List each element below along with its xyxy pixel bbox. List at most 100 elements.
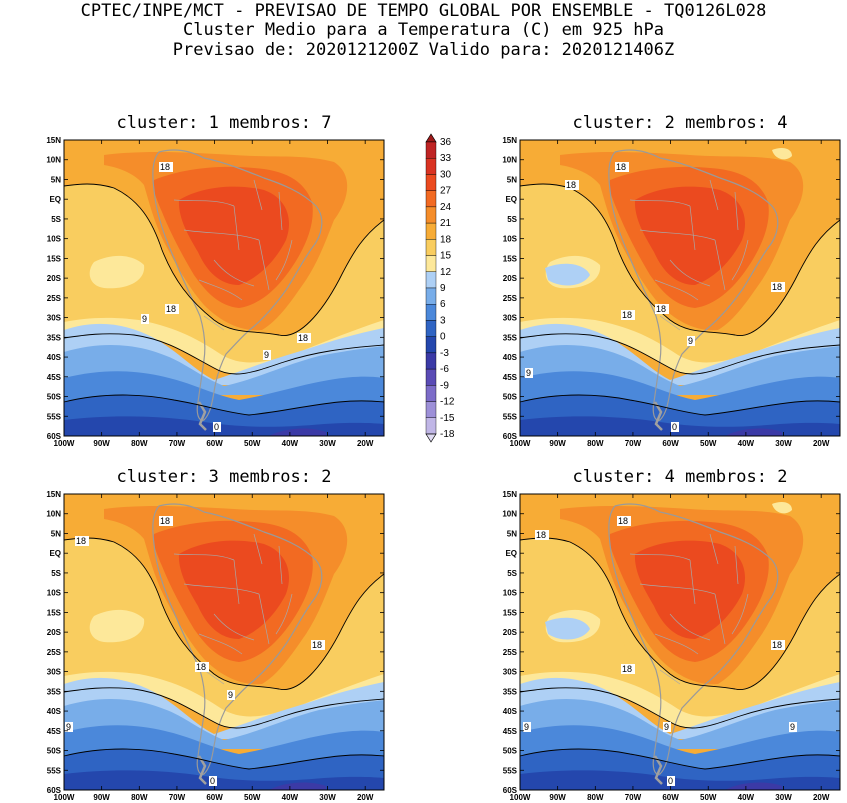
- lat-tick-label: 5N: [51, 529, 61, 538]
- contour-label-box: [621, 664, 635, 674]
- colorbar-label: 9: [440, 283, 446, 294]
- lat-tick-label: 40S: [503, 353, 518, 362]
- panel-1-border: [258, 239, 270, 291]
- lat-tick-label: 45S: [47, 373, 62, 382]
- panel-1-contour-18: [63, 183, 385, 336]
- lon-tick-label: 40W: [282, 793, 299, 802]
- lat-tick-label: 25S: [503, 294, 518, 303]
- colorbar-swatch: [425, 206, 437, 224]
- panel-2-contour-label: 0: [671, 422, 679, 432]
- colorbar-label: -3: [440, 348, 449, 359]
- lat-tick-label: 15N: [46, 136, 61, 145]
- lon-tick-label: 100W: [510, 793, 531, 802]
- panel-2-coastline: [608, 149, 779, 421]
- lat-tick-label: 10S: [47, 235, 62, 244]
- panel-2-border: [659, 315, 681, 331]
- panel-2-contour-label: 18: [621, 310, 635, 320]
- panel-4-fill-c27: [634, 540, 746, 639]
- panel-3-border: [253, 533, 263, 565]
- panel-3-border: [173, 553, 235, 561]
- panel-2-contour-9: [519, 333, 841, 375]
- contour-label-box: [311, 640, 325, 650]
- panel-4-border: [629, 553, 691, 561]
- lon-tick-label: 30W: [319, 793, 336, 802]
- panel-2-frame: [519, 139, 841, 437]
- panel-4-patagonia-islands: [653, 755, 663, 785]
- lat-tick-label: EQ: [49, 195, 61, 204]
- contour-label-text: 9: [688, 336, 693, 346]
- panel-1-border: [213, 259, 255, 287]
- lat-tick-label: 25S: [47, 294, 62, 303]
- contour-label-text: 18: [160, 162, 170, 172]
- contour-label-box: [621, 310, 635, 320]
- lat-tick-label: 10N: [46, 510, 61, 519]
- contour-label-text: 9: [142, 314, 147, 324]
- contour-label-box: [789, 722, 797, 732]
- panel-3-fill-c27: [178, 540, 290, 639]
- panel-3-contour-18: [63, 537, 385, 690]
- lat-tick-label: 30S: [503, 668, 518, 677]
- lat-tick-label: 5S: [507, 215, 517, 224]
- lon-tick-label: 80W: [587, 439, 604, 448]
- colorbar-arrow-bottom: [425, 433, 437, 443]
- lat-tick-label: 50S: [503, 747, 518, 756]
- panel-1-fill-c15: [154, 250, 182, 311]
- colorbar-swatch: [425, 174, 437, 191]
- contour-label-text: 9: [524, 722, 529, 732]
- panel-2-contour-label: 18: [771, 282, 785, 292]
- panel-1-contour-label: 9: [263, 350, 271, 360]
- colorbar-swatch: [425, 368, 437, 386]
- lon-tick-label: 100W: [510, 439, 531, 448]
- figure-title-line3: Previsao de: 2020121200Z Valido para: 20…: [172, 40, 675, 60]
- panel-2-contour-label: 9: [687, 336, 695, 346]
- panel-1-contour-label: 18: [159, 162, 173, 172]
- panel-1-title: cluster: 1 membros: 7: [116, 113, 332, 133]
- panel-4-contour-label: 9: [663, 722, 671, 732]
- panel-2-title: cluster: 2 membros: 4: [572, 113, 788, 133]
- colorbar-label: 12: [440, 267, 452, 278]
- lon-tick-label: 70W: [625, 439, 642, 448]
- colorbar-label: 3: [440, 315, 446, 326]
- colorbar-swatch: [425, 287, 437, 305]
- figure-title-line2: Cluster Medio para a Temperatura (C) em …: [182, 20, 665, 40]
- colorbar-swatch: [425, 304, 437, 321]
- contour-label-box: [209, 776, 217, 786]
- panel-3-coastline: [152, 503, 323, 775]
- panel-3-border: [183, 583, 260, 595]
- panel-4-border: [731, 593, 749, 635]
- lat-tick-label: 40S: [503, 707, 518, 716]
- lon-tick-label: 60W: [206, 439, 223, 448]
- contour-label-text: 0: [668, 776, 673, 786]
- panel-2-contour-label: 9: [525, 368, 533, 378]
- panel-1-border: [233, 205, 240, 251]
- colorbar-label: 15: [440, 251, 452, 262]
- panel-2-patch-c12: [772, 148, 792, 160]
- contour-label-text: 0: [210, 776, 215, 786]
- panel-2-border: [689, 205, 696, 251]
- colorbar-swatch: [425, 141, 437, 159]
- lat-tick-label: 15N: [502, 136, 517, 145]
- contour-label-box: [565, 180, 579, 190]
- panel-3-border: [278, 545, 283, 585]
- contour-label-text: 18: [566, 180, 576, 190]
- panel-4-coastline: [608, 503, 779, 775]
- contour-label-box: [227, 690, 235, 700]
- panel-2-border: [669, 259, 711, 287]
- panel-4-contour-label: 9: [523, 722, 531, 732]
- panel-1-contour-label: 18: [297, 333, 311, 343]
- panel-1-contour-0: [63, 394, 385, 416]
- colorbar-label: 0: [440, 332, 446, 343]
- lat-tick-label: 20S: [47, 628, 62, 637]
- colorbar-swatch: [425, 401, 437, 418]
- panel-2-border: [629, 199, 691, 207]
- lat-tick-label: 20S: [503, 628, 518, 637]
- panel-2-patch-c9: [545, 263, 590, 286]
- lat-tick-label: 45S: [503, 727, 518, 736]
- contour-label-text: 18: [622, 664, 632, 674]
- lat-tick-label: 15N: [502, 490, 517, 499]
- panel-3-contour-label: 18: [75, 536, 89, 546]
- lon-tick-label: 80W: [587, 793, 604, 802]
- lat-tick-label: 50S: [47, 747, 62, 756]
- lat-tick-label: 50S: [503, 393, 518, 402]
